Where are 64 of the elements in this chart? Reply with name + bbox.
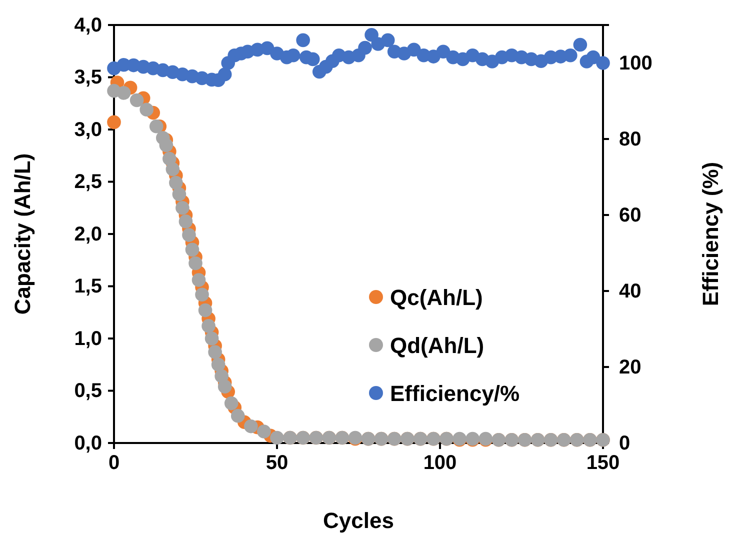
y-axis-title: Capacity (Ah/L): [10, 153, 35, 315]
point: [172, 187, 186, 202]
x-tick-label: 50: [266, 452, 288, 474]
y-tick-label: 2,0: [74, 223, 102, 246]
point: [149, 119, 164, 134]
point: [208, 345, 222, 359]
y-tick-label: 0,0: [74, 432, 102, 454]
point: [244, 419, 258, 434]
point: [270, 430, 284, 445]
point: [176, 200, 190, 215]
point: [130, 93, 144, 108]
point: [436, 44, 450, 58]
y-tick-label: 3,5: [74, 66, 102, 89]
y2-axis-title: Efficiency (%): [698, 162, 723, 306]
point: [169, 176, 183, 190]
point: [596, 56, 610, 70]
point: [204, 332, 219, 346]
point: [260, 41, 274, 56]
point: [159, 138, 174, 152]
x-tick-label: 0: [108, 452, 120, 474]
x-axis-title: Cycles: [323, 508, 394, 533]
y-tick-label: 1,0: [74, 328, 102, 350]
y2-tick-label: 60: [619, 204, 642, 226]
y-tick-label: 1,5: [74, 276, 102, 298]
y2-tick-label: 100: [619, 52, 652, 74]
point: [407, 42, 421, 57]
legend-label: Qd(Ah/L): [390, 333, 484, 358]
point: [563, 48, 578, 62]
y-tick-label: 2,5: [74, 171, 102, 194]
point: [230, 408, 245, 423]
point: [573, 38, 588, 52]
point: [224, 396, 238, 410]
point: [257, 424, 271, 438]
y2-tick-label: 20: [619, 356, 642, 378]
x-tick-label: 100: [423, 452, 457, 474]
point: [211, 358, 226, 372]
point: [218, 68, 232, 82]
point: [198, 303, 212, 318]
y-tick-label: 4,0: [74, 14, 102, 36]
point: [380, 33, 395, 48]
point: [586, 50, 600, 64]
point: [185, 242, 200, 257]
point: [306, 52, 320, 66]
y2-tick-label: 40: [619, 280, 642, 302]
point: [178, 214, 193, 228]
x-tick-label: 150: [586, 452, 620, 474]
y-tick-label: 3,0: [74, 118, 102, 141]
point: [296, 33, 310, 48]
y2-tick-label: 0: [619, 432, 630, 454]
point: [107, 115, 121, 130]
y2-tick-label: 80: [619, 128, 642, 150]
point: [166, 162, 180, 176]
point: [286, 48, 300, 62]
point: [195, 288, 209, 302]
legend-label: Efficiency/%: [390, 381, 520, 406]
y-tick-label: 0,5: [74, 380, 102, 402]
point: [202, 319, 216, 333]
legend-label: Qc(Ah/L): [390, 285, 483, 310]
point: [116, 86, 131, 100]
point: [140, 102, 154, 117]
point: [188, 256, 202, 270]
point: [182, 228, 196, 242]
point: [192, 273, 206, 287]
point: [358, 40, 372, 55]
